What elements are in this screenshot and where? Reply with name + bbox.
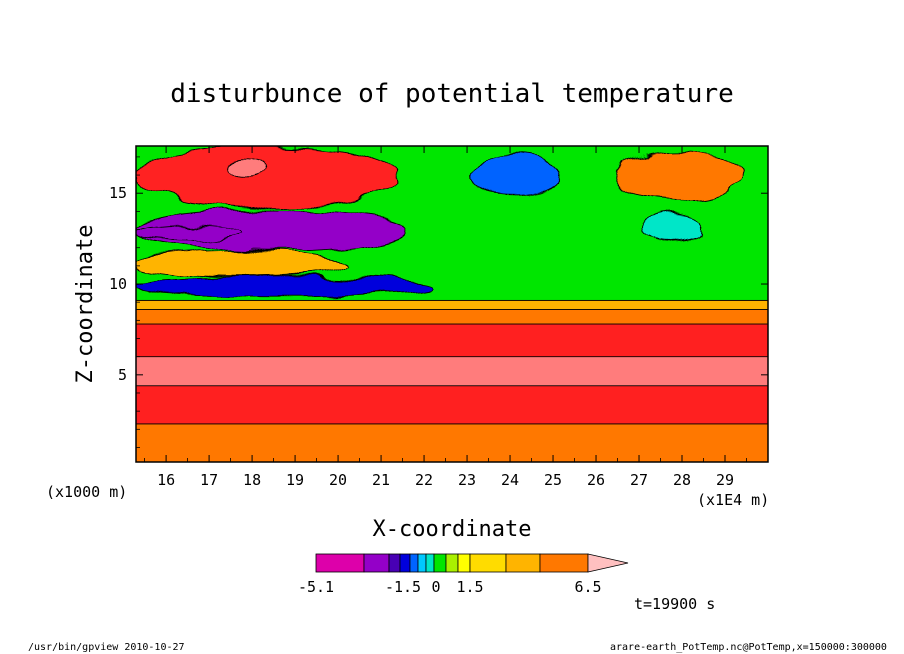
z-unit-note: (x1000 m)	[46, 483, 127, 501]
y-axis-label: Z-coordinate	[73, 225, 98, 384]
x-tick-label-19: 19	[286, 471, 304, 489]
colorbar-swatch-5	[417, 553, 427, 573]
chart-title: disturbunce of potential temperature	[170, 79, 734, 109]
colorbar-extend-arrow	[587, 553, 629, 573]
y-tick-label-10: 10	[109, 275, 127, 293]
zonal-band-2	[136, 356, 768, 387]
x-tick-label-29: 29	[716, 471, 734, 489]
zonal-band-4	[136, 309, 768, 325]
colorbar-swatch-2	[388, 553, 401, 573]
x-tick-label-16: 16	[157, 471, 175, 489]
plot-frame	[135, 145, 769, 463]
x-tick-label-21: 21	[372, 471, 390, 489]
colorbar-swatch-1	[363, 553, 390, 573]
colorbar-swatch-9	[457, 553, 471, 573]
x-tick-label-23: 23	[458, 471, 476, 489]
zonal-band-0	[136, 423, 768, 462]
x-axis-label: X-coordinate	[373, 517, 532, 542]
x-tick-label-22: 22	[415, 471, 433, 489]
colorbar-swatch-11	[505, 553, 541, 573]
anomaly-cell-6	[466, 154, 563, 198]
colorbar-label--1.5: -1.5	[385, 578, 421, 596]
anomaly-cells	[136, 146, 743, 298]
colorbar-label-1.5: 1.5	[456, 578, 483, 596]
footer-right: arare-earth_PotTemp.nc@PotTemp,x=150000:…	[610, 642, 887, 653]
anomaly-cell-2	[136, 209, 408, 252]
colorbar-swatch-4	[409, 553, 419, 573]
x-tick-label-20: 20	[329, 471, 347, 489]
anomaly-cell-7	[612, 152, 743, 201]
anomaly-cell-1	[225, 158, 270, 178]
colorbar-swatch-12	[539, 553, 589, 573]
anomaly-cell-4	[136, 250, 348, 278]
zonal-band-1	[136, 385, 768, 425]
x-tick-label-26: 26	[587, 471, 605, 489]
x-tick-label-17: 17	[200, 471, 218, 489]
x-unit-note: (x1E4 m)	[697, 491, 769, 509]
colorbar-swatch-6	[425, 553, 435, 573]
colorbar: -5.1 -1.5 0 1.5 6.5	[298, 553, 629, 596]
colorbar-swatch-10	[469, 553, 507, 573]
colorbar-swatch-8	[445, 553, 459, 573]
colorbar-label-0: 0	[431, 578, 440, 596]
y-axis: 5 10 15	[109, 156, 768, 448]
x-tick-label-25: 25	[544, 471, 562, 489]
y-tick-label-5: 5	[118, 366, 127, 384]
colorbar-swatch-7	[433, 553, 447, 573]
anomaly-cell-5	[136, 276, 434, 298]
zonal-band-3	[136, 323, 768, 358]
x-tick-label-27: 27	[630, 471, 648, 489]
footer-left: /usr/bin/gpview 2010-10-27	[28, 642, 185, 653]
zonal-band-5	[136, 299, 768, 310]
x-tick-label-24: 24	[501, 471, 519, 489]
y-tick-label-15: 15	[109, 184, 127, 202]
x-tick-label-28: 28	[673, 471, 691, 489]
x-tick-label-18: 18	[243, 471, 261, 489]
colorbar-swatch-0	[315, 553, 365, 573]
anomaly-cell-0	[136, 146, 399, 209]
anomaly-cell-3	[136, 223, 244, 241]
colorbar-label-6.5: 6.5	[574, 578, 601, 596]
colorbar-label--5.1: -5.1	[298, 578, 334, 596]
anomaly-cell-8	[638, 214, 704, 241]
colorbar-swatch-3	[399, 553, 411, 573]
x-axis: 16 17 18 19 20 21 22 23 24 25 26 27 28 29	[144, 146, 747, 489]
plot-area	[136, 146, 768, 462]
time-annotation: t=19900 s	[634, 595, 715, 613]
